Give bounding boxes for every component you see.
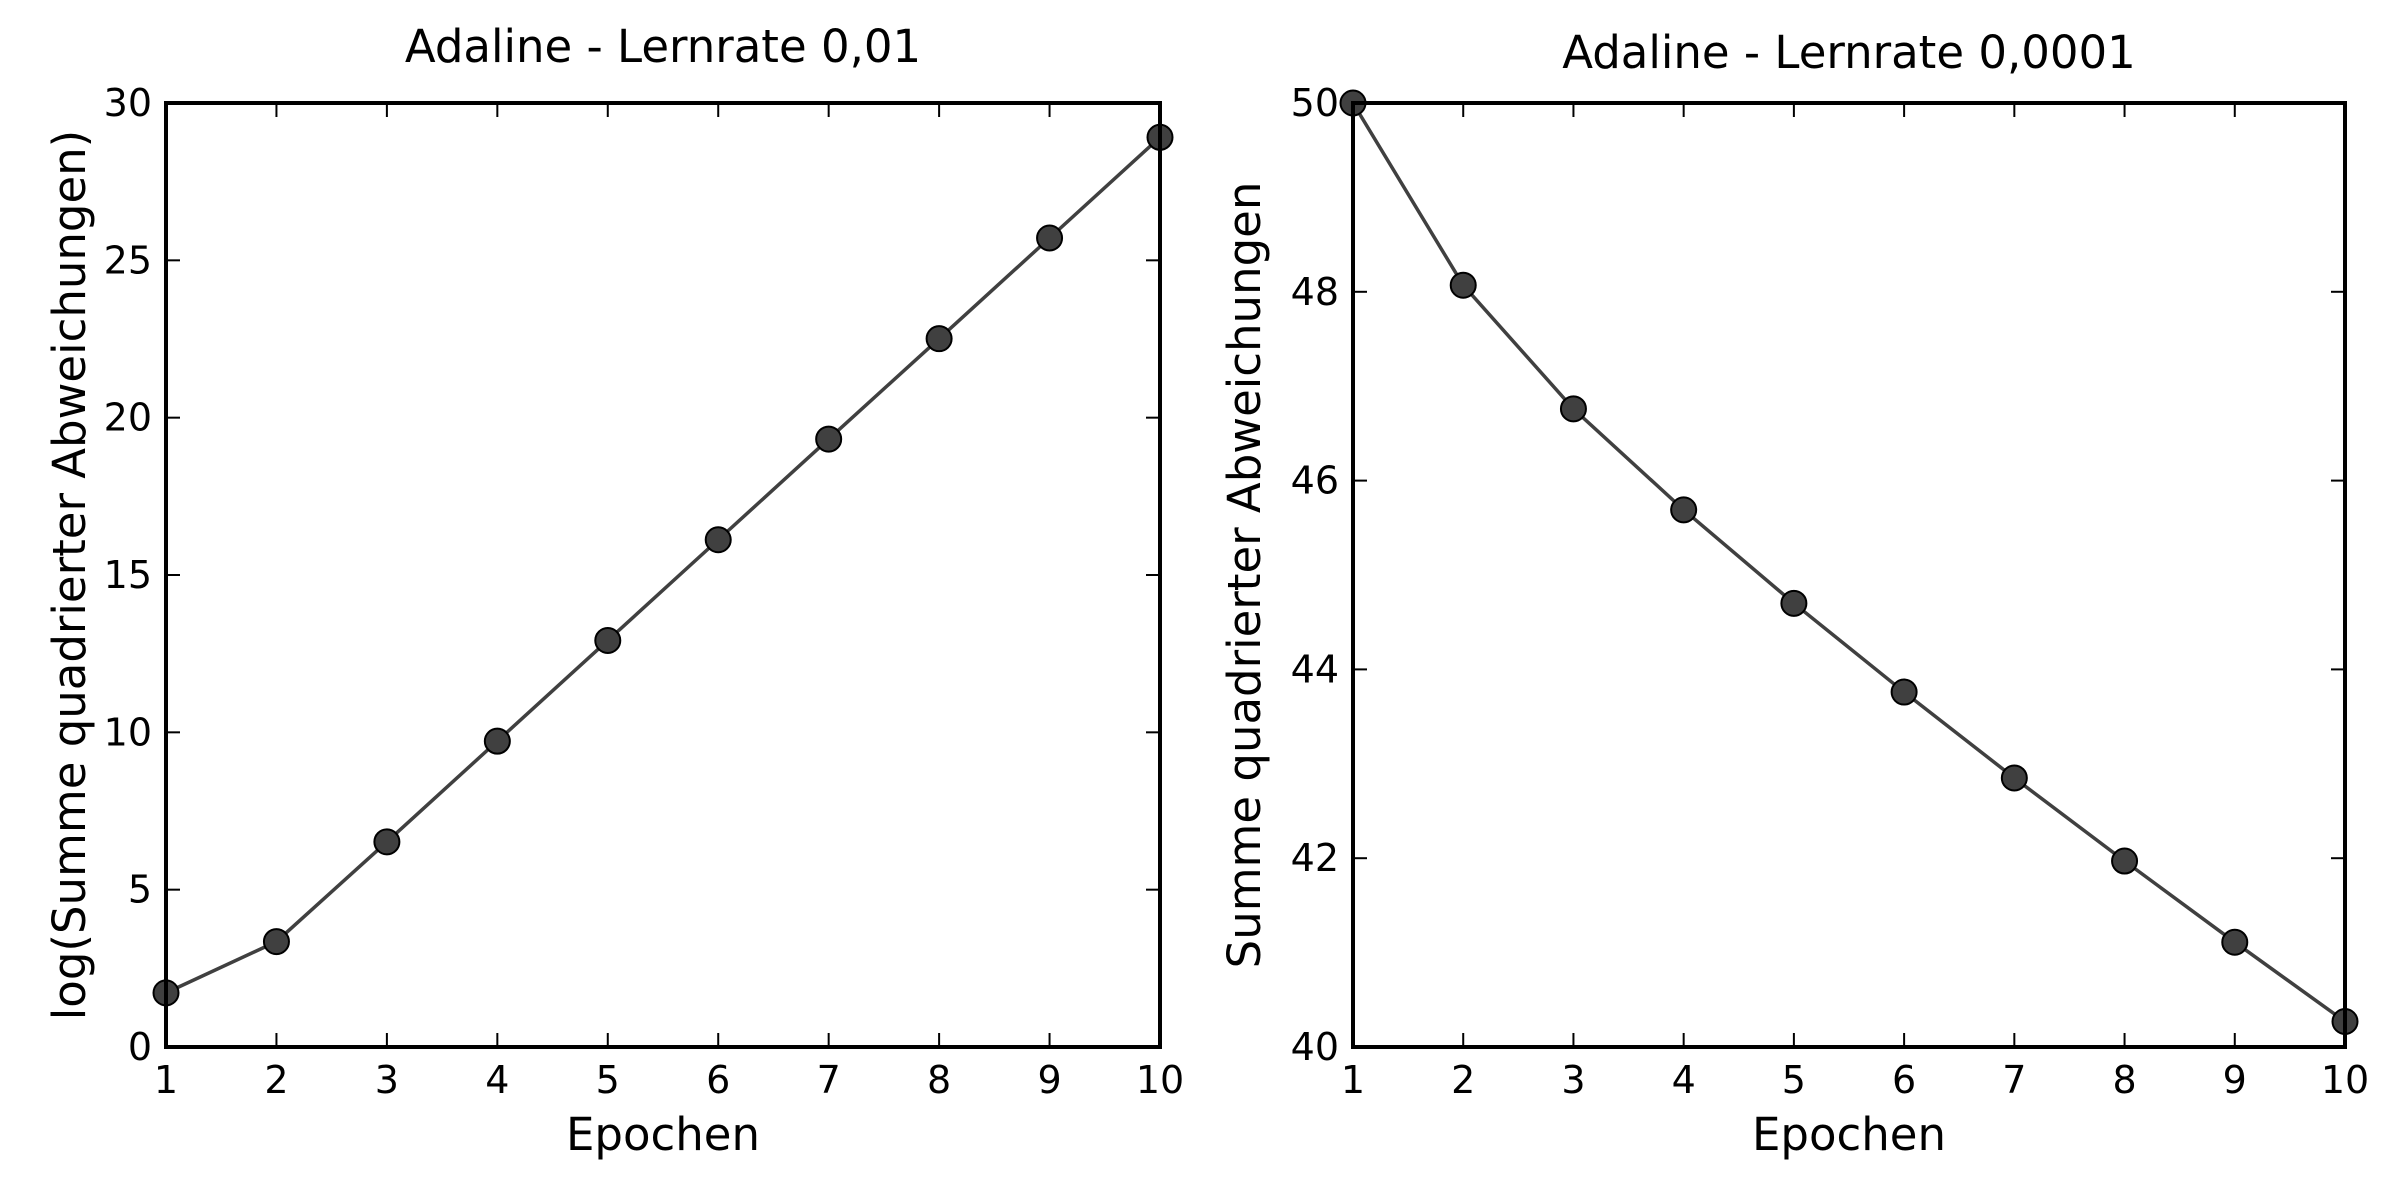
data-point [1670,496,1698,524]
y-tick-label: 25 [104,238,152,282]
data-point [2111,847,2139,875]
x-tick-label: 8 [2112,1058,2136,1102]
data-point [1036,224,1064,252]
data-point [483,727,511,755]
x-tick-label: 3 [1561,1058,1585,1102]
x-tick-label: 9 [2223,1058,2247,1102]
data-point [262,928,290,956]
y-tick-label: 10 [104,710,152,754]
y-axis-label: log(Summe quadrierter Abweichungen) [43,130,96,1020]
plot-frame [1351,101,2347,1049]
chart-panel-right: Adaline - Lernrate 0,0001 Epochen Summe … [1218,26,2369,1161]
x-tick-label: 10 [1136,1058,1184,1102]
y-tick-label: 50 [1291,81,1339,125]
chart-title: Adaline - Lernrate 0,01 [405,20,921,73]
x-tick-label: 6 [706,1058,730,1102]
x-tick-label: 6 [1892,1058,1916,1102]
x-tick-label: 9 [1037,1058,1061,1102]
x-tick-label: 5 [1782,1058,1806,1102]
x-axis-label: Epochen [566,1108,760,1161]
y-tick-label: 42 [1291,836,1339,880]
y-tick-label: 30 [104,81,152,125]
data-point [2221,928,2249,956]
series-line [1351,102,2347,1023]
x-tick-label: 4 [1672,1058,1696,1102]
data-point [1780,589,1808,617]
data-point [925,325,953,353]
y-tick-label: 15 [104,553,152,597]
y-tick-label: 44 [1291,647,1339,691]
y-tick-label: 40 [1291,1025,1339,1069]
y-tick-label: 48 [1291,270,1339,314]
data-point [2000,764,2028,792]
x-tick-label: 7 [2002,1058,2026,1102]
plot-frame [164,101,1162,1049]
x-tick-label: 4 [485,1058,509,1102]
data-point [1559,395,1587,423]
series-line [165,136,1162,995]
x-tick-label: 7 [817,1058,841,1102]
x-tick-label: 2 [264,1058,288,1102]
x-tick-label: 5 [596,1058,620,1102]
data-point [704,526,732,554]
x-tick-label: 10 [2321,1058,2369,1102]
x-tick-label: 1 [154,1058,178,1102]
x-tick-label: 8 [927,1058,951,1102]
y-tick-label: 0 [128,1025,152,1069]
x-axis-label: Epochen [1752,1108,1946,1161]
chart-title: Adaline - Lernrate 0,0001 [1562,26,2136,79]
y-axis-label: Summe quadrierter Abweichungen [1218,182,1271,969]
data-point [594,626,622,654]
y-tick-label: 5 [128,868,152,912]
data-point [373,828,401,856]
data-point [1449,271,1477,299]
y-tick-label: 46 [1291,459,1339,503]
x-tick-label: 2 [1451,1058,1475,1102]
x-tick-label: 3 [375,1058,399,1102]
chart-panel-left: Adaline - Lernrate 0,01 Epochen log(Summ… [43,20,1184,1161]
data-point [1890,678,1918,706]
x-tick-label: 1 [1341,1058,1365,1102]
data-point [815,425,843,453]
y-tick-label: 20 [104,396,152,440]
